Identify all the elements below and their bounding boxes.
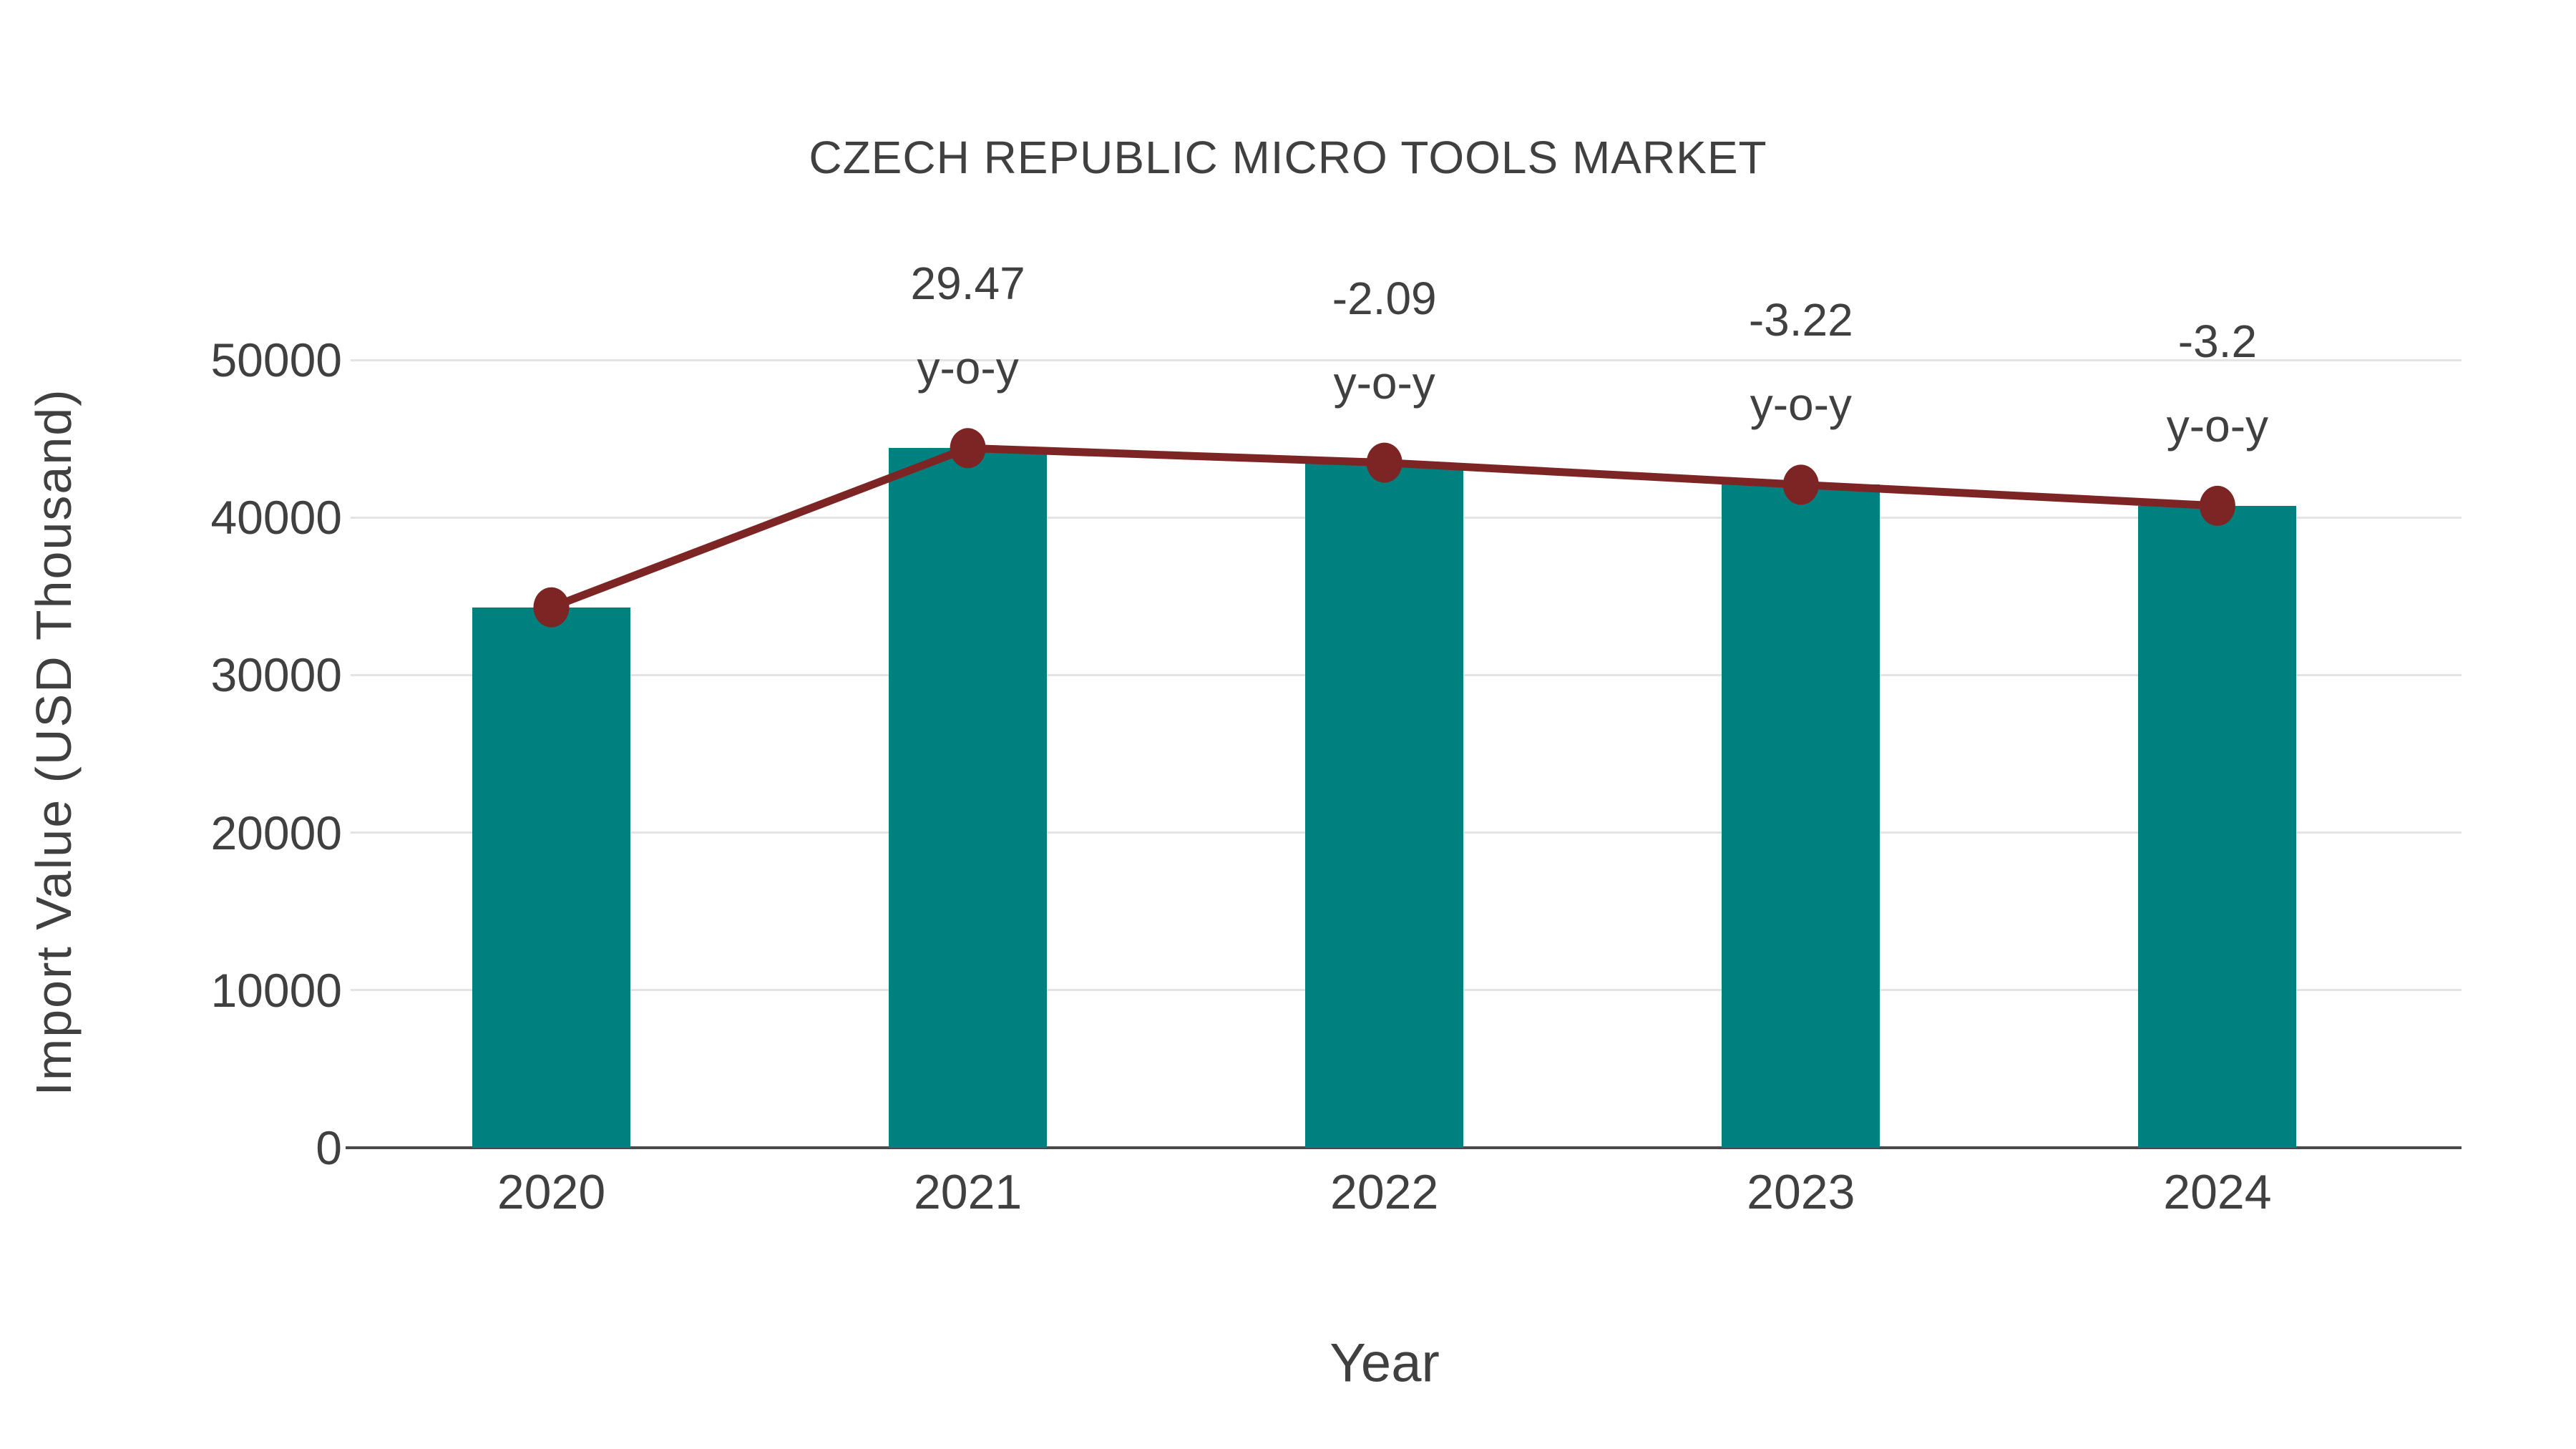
x-tick-label: 2020 <box>497 1165 606 1219</box>
yoy-annotation-value: 29.47 <box>910 258 1025 310</box>
yoy-annotation-value: -3.2 <box>2177 315 2258 367</box>
bar-2020 <box>472 607 630 1148</box>
y-tick-label: 0 <box>316 1121 342 1174</box>
y-tick-label: 10000 <box>210 963 342 1017</box>
yoy-annotation-suffix: y-o-y <box>1333 356 1435 409</box>
x-tick-label: 2024 <box>2163 1165 2272 1219</box>
yoy-annotation-suffix: y-o-y <box>917 342 1019 394</box>
gridline <box>351 358 2462 361</box>
bar-2021 <box>889 448 1048 1148</box>
x-axis-line <box>346 1146 2462 1149</box>
yoy-annotation-value: -3.22 <box>1748 294 1853 346</box>
yoy-annotation-suffix: y-o-y <box>2166 399 2268 452</box>
y-tick-label: 30000 <box>210 648 342 702</box>
bar-2022 <box>1305 462 1464 1148</box>
yoy-annotation-suffix: y-o-y <box>1750 379 1852 431</box>
y-tick-label: 40000 <box>210 491 342 545</box>
x-tick-label: 2022 <box>1330 1165 1439 1219</box>
y-tick-label: 20000 <box>210 806 342 859</box>
x-tick-label: 2021 <box>913 1165 1023 1219</box>
x-tick-label: 2023 <box>1747 1165 1855 1219</box>
bar-2023 <box>1722 484 1880 1148</box>
y-tick-label: 50000 <box>210 333 342 386</box>
bar-2024 <box>2138 505 2297 1148</box>
x-axis-title: Year <box>1330 1332 1440 1394</box>
yoy-annotation-value: -2.09 <box>1332 272 1437 324</box>
chart-title: CZECH REPUBLIC MICRO TOOLS MARKET <box>809 132 1767 183</box>
